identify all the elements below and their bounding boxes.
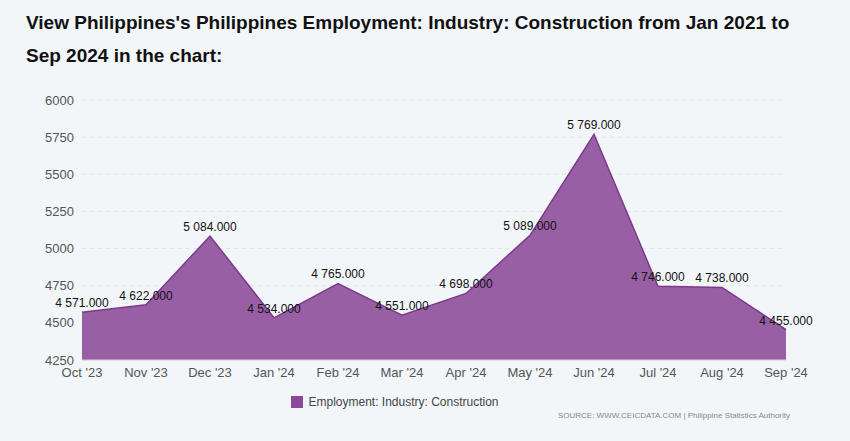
svg-text:4750: 4750 [45,278,74,293]
svg-text:Apr '24: Apr '24 [446,365,487,380]
svg-text:4 551.000: 4 551.000 [375,299,429,313]
svg-text:Aug '24: Aug '24 [700,365,744,380]
svg-text:4 765.000: 4 765.000 [311,267,365,281]
svg-text:5000: 5000 [45,241,74,256]
svg-text:Mar '24: Mar '24 [381,365,424,380]
svg-text:5250: 5250 [45,204,74,219]
svg-text:4 698.000: 4 698.000 [439,277,493,291]
svg-text:5750: 5750 [45,130,74,145]
svg-text:4250: 4250 [45,353,74,368]
svg-text:Oct '23: Oct '23 [61,365,103,381]
svg-text:Dec '23: Dec '23 [188,365,232,380]
svg-text:4 534.000: 4 534.000 [247,302,301,316]
svg-text:Feb '24: Feb '24 [317,365,360,380]
svg-text:Nov '23: Nov '23 [124,365,168,380]
svg-text:Sep '24: Sep '24 [764,365,808,380]
svg-text:4 746.000: 4 746.000 [631,270,685,284]
svg-text:4500: 4500 [45,315,74,330]
svg-text:5 769.000: 5 769.000 [567,118,621,132]
svg-text:5 084.000: 5 084.000 [183,220,237,234]
html-text:SOURCE: WWW.CEICDATA.COM | Phi: SOURCE: WWW.CEICDATA.COM | Philippine St… [557,411,790,420]
svg-text:Jun '24: Jun '24 [573,365,615,380]
svg-text:5 089.000: 5 089.000 [503,219,557,233]
svg-text:May '24: May '24 [507,365,552,380]
svg-text:4 571.000: 4 571.000 [55,296,109,310]
html-text:Employment: Industry: Construc: Employment: Industry: Construction [308,395,499,409]
svg-text:4 622.000: 4 622.000 [119,289,173,303]
html-text:View Philippines's Philippines: View Philippines's Philippines Employmen… [26,12,790,66]
svg-text:4 455.000: 4 455.000 [759,314,813,328]
svg-text:4 738.000: 4 738.000 [695,271,749,285]
svg-text:Jul '24: Jul '24 [639,365,676,380]
svg-text:6000: 6000 [45,93,74,108]
svg-text:5500: 5500 [45,167,74,182]
svg-text:Jan '24: Jan '24 [253,365,295,380]
